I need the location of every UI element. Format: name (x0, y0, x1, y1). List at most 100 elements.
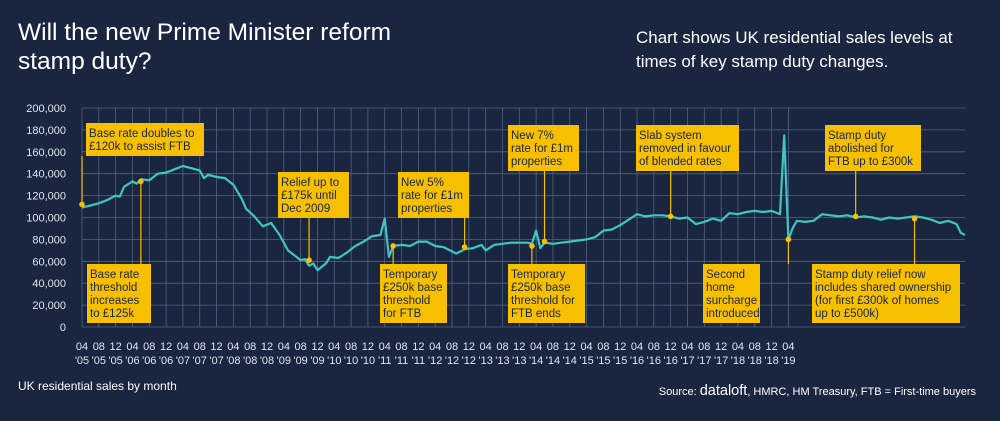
annotation-text: Base rate doubles to (89, 128, 195, 140)
y-tick-label: 40,000 (32, 278, 66, 290)
x-tick-month: 12 (210, 341, 222, 353)
x-tick-month: 12 (160, 341, 172, 353)
x-tick-month: 12 (564, 341, 576, 353)
x-tick-year: '10 (361, 355, 375, 367)
x-tick-month: 08 (698, 341, 710, 353)
x-tick-month: 08 (93, 341, 105, 353)
footer-caption: UK residential sales by month (18, 379, 177, 393)
x-tick-year: '16 (647, 355, 661, 367)
annotation-text: Second (706, 269, 745, 281)
annotation-text: rate for £1m (401, 190, 463, 202)
annotation-text: Temporary (511, 269, 566, 281)
y-tick-label: 160,000 (26, 147, 66, 159)
x-tick-month: 12 (362, 341, 374, 353)
x-tick-month: 12 (463, 341, 475, 353)
annotation-text: £120k to assist FTB (89, 141, 191, 153)
annotation-marker (461, 244, 468, 250)
annotation-text: home (706, 282, 735, 294)
annotation-text: Slab system (639, 130, 702, 142)
annotation-text: up to £500k) (815, 308, 879, 320)
x-tick-month: 04 (782, 341, 794, 353)
x-tick-month: 04 (328, 341, 340, 353)
annotation-box (398, 172, 469, 218)
annotation-marker (785, 236, 792, 243)
x-tick-month: 04 (580, 341, 592, 353)
annotation-marker (529, 243, 535, 249)
x-tick-month: 04 (278, 341, 290, 353)
annotation-text: Temporary (383, 269, 438, 281)
x-tick-month: 04 (76, 341, 88, 353)
x-tick-month: 08 (648, 341, 660, 353)
x-tick-year: '07 (193, 355, 207, 367)
x-tick-year: '17 (714, 355, 728, 367)
source-rest: , HMRC, HM Treasury, FTB = First-time bu… (747, 386, 976, 398)
annotation-text: for FTB (383, 308, 422, 320)
x-tick-month: 08 (597, 341, 609, 353)
x-tick-month: 08 (749, 341, 761, 353)
annotation-text: threshold for (511, 295, 575, 307)
y-tick-label: 100,000 (26, 213, 66, 225)
x-tick-year: '16 (663, 355, 677, 367)
annotation-text: Dec 2009 (281, 203, 330, 215)
x-tick-month: 08 (194, 341, 206, 353)
x-tick-year: '18 (764, 355, 778, 367)
x-tick-month: 08 (345, 341, 357, 353)
annotation-text: (for first £300k of homes (815, 295, 939, 307)
x-tick-year: '17 (697, 355, 711, 367)
y-tick-label: 200,000 (26, 103, 66, 115)
source-brand: dataloft (699, 383, 748, 399)
x-tick-year: '12 (462, 355, 476, 367)
annotation-text: threshold (383, 295, 430, 307)
x-tick-month: 04 (177, 341, 189, 353)
annotation-box (812, 264, 960, 323)
chart-subtitle: Chart shows UK residential sales levels … (636, 28, 953, 71)
annotation-text: properties (401, 203, 452, 215)
annotation-text: introduced (706, 308, 760, 320)
x-tick-year: '14 (529, 355, 543, 367)
x-tick-year: '11 (395, 355, 409, 367)
annotation-boxes: Base rate doubles to£120k to assist FTBB… (86, 123, 960, 323)
annotation-text: New 7% (511, 130, 554, 142)
x-tick-year: '15 (613, 355, 627, 367)
x-tick-year: '11 (412, 355, 426, 367)
x-tick-year: '18 (748, 355, 762, 367)
annotation-box (508, 264, 585, 323)
y-tick-label: 0 (60, 322, 66, 334)
x-tick-month: 08 (295, 341, 307, 353)
annotation-text: FTB up to £300k (828, 156, 913, 168)
x-tick-year: '08 (243, 355, 257, 367)
annotation-box (86, 123, 204, 156)
x-tick-year: '14 (546, 355, 560, 367)
annotation-marker (852, 213, 859, 220)
x-tick-month: 04 (530, 341, 542, 353)
annotation-text: Relief up to (281, 177, 339, 189)
annotation-marker (79, 201, 85, 208)
annotation-marker (541, 238, 548, 245)
annotation-box (380, 264, 447, 323)
x-tick-year: '15 (596, 355, 610, 367)
annotation-text: Stamp duty relief now (815, 269, 926, 281)
x-tick-year: '13 (478, 355, 492, 367)
x-tick-month: 04 (429, 341, 441, 353)
y-axis-ticks: 0 20,000 40,000 60,000 80,000 100,000 120,000 1… (26, 103, 66, 334)
x-tick-month: 08 (446, 341, 458, 353)
x-tick-year: '11 (378, 355, 392, 367)
x-tick-month: 08 (496, 341, 508, 353)
x-tick-year: '18 (731, 355, 745, 367)
sales-series-line (81, 134, 966, 272)
annotation-text: includes shared ownership (815, 282, 951, 294)
x-tick-month: 04 (480, 341, 492, 353)
x-tick-year: '05 (108, 355, 122, 367)
x-tick-month: 12 (261, 341, 273, 353)
x-tick-month: 08 (244, 341, 256, 353)
x-tick-month: 04 (227, 341, 239, 353)
y-tick-label: 120,000 (26, 191, 66, 203)
